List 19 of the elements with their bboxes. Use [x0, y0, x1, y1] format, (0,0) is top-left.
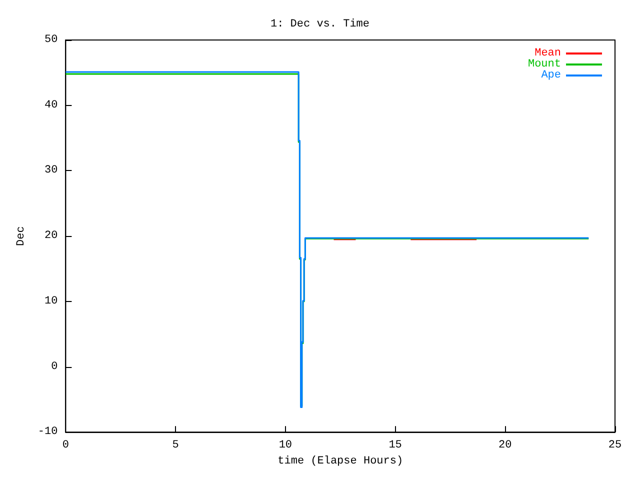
x-tick-label: 5: [172, 440, 179, 452]
legend-label: Mean: [534, 48, 561, 60]
y-tick-label: 50: [44, 34, 58, 46]
x-tick-label: 0: [62, 440, 70, 452]
y-tick-label: -10: [38, 426, 58, 438]
x-tick-label: 25: [608, 440, 622, 452]
x-tick-label: 15: [388, 440, 402, 452]
chart-title: 1: Dec vs. Time: [270, 18, 370, 30]
x-tick-label: 20: [498, 440, 512, 452]
y-tick-label: 0: [51, 360, 58, 373]
y-tick-label: 40: [44, 99, 58, 112]
legend-label: Mount: [528, 58, 561, 70]
y-tick-label: 20: [44, 230, 58, 242]
y-tick-label: 10: [44, 295, 58, 308]
x-tick-label: 10: [278, 440, 292, 452]
x-axis-title: time (Elapse Hours): [278, 456, 404, 468]
legend-label: Ape: [541, 70, 561, 82]
y-tick-label: 30: [44, 164, 58, 177]
y-axis-title: Dec: [16, 226, 28, 246]
